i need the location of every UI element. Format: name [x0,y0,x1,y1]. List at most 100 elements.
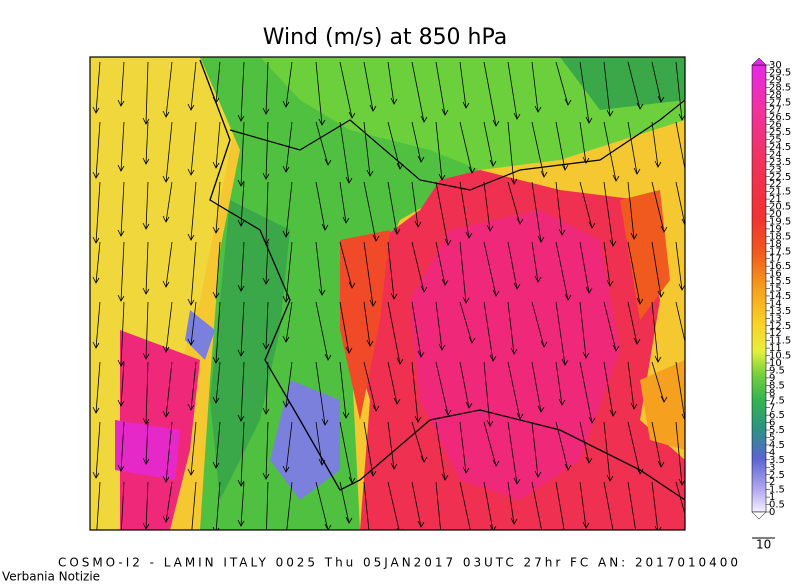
wind-arrow [507,181,524,225]
wind-arrow [237,121,245,187]
wind-arrow [675,481,685,520]
colorbar-label: 10 [769,358,782,369]
wind-arrow [117,241,125,302]
wind-arrow [363,61,377,112]
wind-arrow [212,181,221,234]
colorbar-label: 28 [769,90,782,101]
wind-arrow [187,301,197,346]
wind-arrow [212,241,221,299]
colorbar-label: 12.5 [769,321,791,332]
colorbar-label: 26 [769,120,782,131]
wind-arrow [411,241,428,293]
colorbar-label: 20 [769,209,782,220]
colorbar-label: 22.5 [769,172,791,183]
wind-arrow [603,421,614,482]
colorbar-label: 24.5 [769,142,791,153]
wind-arrow [315,361,329,426]
wind-arrow [579,61,593,124]
wind-arrow [651,61,665,103]
wind-arrow [435,61,449,116]
colorbar-label: 11 [769,343,782,354]
wind-arrow [315,181,329,231]
wind-arrow [507,481,518,525]
wind-arrow [363,421,377,477]
wind-arrow [142,181,150,230]
wind-arrow [315,61,326,126]
wind-arrow [627,181,638,240]
wind-arrow [212,421,221,469]
wind-arrow [531,481,543,530]
wind-arrow [92,181,101,244]
wind-arrow [435,181,452,246]
title: Wind (m/s) at 850 hPa [263,25,508,50]
wind-arrow [411,121,425,163]
wind-arrow [507,121,518,185]
wind-arrow [651,481,662,530]
wind-arrow [603,481,614,530]
colorbar-label: 0.5 [769,500,785,511]
wind-arrow [262,61,270,115]
colorbar-label: 19 [769,224,782,235]
wind-arrow [579,481,590,529]
wind-arrow [339,301,353,354]
colorbar-label: 5.5 [769,425,785,436]
wind-arrow [627,121,641,175]
wind-arrow [459,121,476,174]
wind-arrow [675,181,685,226]
colorbar-label: 29.5 [769,67,791,78]
colorbar-label: 25 [769,135,782,146]
wind-arrow [507,61,521,120]
colorbar-label: 9.5 [769,365,785,376]
wind-arrow [162,301,173,353]
wind-arrow [531,181,545,243]
colorbar-label: 8.5 [769,380,785,391]
wind-arrow [603,301,620,352]
wind-arrow [531,61,542,113]
colorbar-label: 17.5 [769,246,791,257]
wind-arrow [603,121,620,182]
colorbar-label: 23 [769,164,782,175]
colorbar-label: 1 [769,492,775,503]
wind-arrow [237,421,245,487]
wind-arrow [187,181,197,241]
wind-arrow [142,61,150,125]
colorbar-label: 15 [769,284,782,295]
wind-arrow [459,241,470,304]
colorbar-label: 4.5 [769,440,785,451]
wind-arrow [483,301,497,362]
wind-arrow [579,301,590,359]
colorbar-label: 10.5 [769,351,791,362]
wind-arrow [237,481,245,527]
wind-arrow [387,241,398,300]
wind-arrow [603,241,614,287]
wind-arrow [117,61,125,107]
wind-arrow [117,421,125,472]
wind-arrow [96,481,101,530]
colorbar-label: 5 [769,433,775,444]
wind-arrow [339,181,350,224]
wind-arrow [627,361,638,410]
wind-arrow [187,421,197,476]
wind-arrow [555,481,568,530]
wind-arrow [363,301,374,347]
wind-arrow [315,481,332,530]
wind-arrow [507,301,518,355]
wind-arrow [262,361,270,415]
wind-arrow [92,361,101,414]
colorbar-ticks: 00.511.522.533.544.555.566.577.588.599.5… [766,60,791,518]
colorbar-label: 18 [769,239,782,250]
wind-field [90,57,685,530]
wind-arrow [531,301,548,348]
wind-arrow [459,361,473,409]
wind-arrow [282,181,293,238]
colorbar [751,64,767,513]
wind-arrow [286,481,293,530]
colorbar-label: 16.5 [769,261,791,272]
wind-arrow [651,181,668,233]
colorbar-label: 17 [769,254,782,265]
wind-arrow [411,301,425,358]
wind-arrow [142,121,150,165]
wind-arrow [92,241,101,284]
colorbar-label: 20.5 [769,202,791,213]
